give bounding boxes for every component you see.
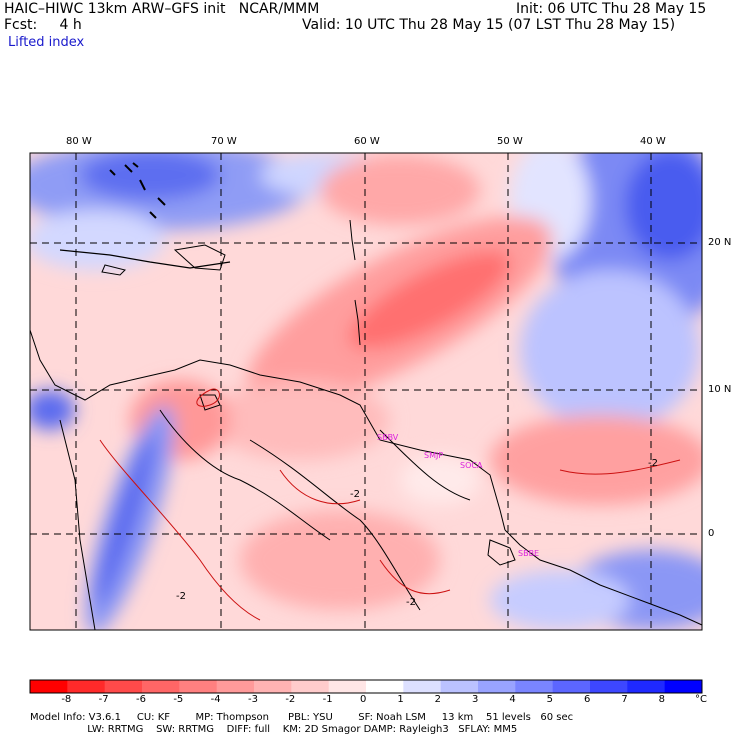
station-label: SMJP [424,451,443,460]
colorbar-swatch [664,680,703,693]
contour-label: -2 [648,458,658,469]
colorbar-tick-label: 3 [472,694,479,705]
colorbar-swatch [67,680,106,693]
colorbar-swatch [291,680,330,693]
init-time: Init: 06 UTC Thu 28 May 15 [516,1,707,17]
colorbar-tick-label: 7 [621,694,628,705]
colorbar-tick-label: 5 [546,694,554,705]
model-title: HAIC–HIWC 13km ARW–GFS init NCAR/MMM [4,1,320,17]
bahamas-islands [109,162,166,219]
colorbar-swatch [515,680,554,693]
contour-lines [99,388,681,621]
colorbar-tick-label: 8 [658,694,666,705]
colorbar-swatch [440,680,479,693]
lon-label: 50 W [497,136,523,147]
contour-label: -2 [406,597,416,608]
lon-label: 40 W [640,136,666,147]
colorbar-tick-label: 1 [397,694,404,705]
lon-label: 60 W [354,136,380,147]
field-name: Lifted index [8,35,85,50]
colorbar-swatch [254,680,292,693]
station-label: SBBE [518,549,539,558]
colorbar-tick-label: -8 [61,694,72,705]
colorbar-swatch [478,680,516,693]
map-frame [29,152,703,631]
colorbar-frame [29,679,703,694]
model-info-line1: Model Info: V3.6.1 CU: KF MP: Thompson P… [30,712,574,723]
colorbar-tick-label: -3 [248,694,258,705]
lifted-index-field [30,153,702,630]
contour-label: -2 [350,489,360,500]
colorbar-swatch [403,680,442,693]
colorbar-swatch [142,680,180,693]
colorbar-swatch [328,680,367,693]
colorbar-tick-label: 0 [360,694,367,705]
colorbar-unit: °C [695,694,707,705]
model-info-line2: LW: RRTMG SW: RRTMG DIFF: full KM: 2D Sm… [30,724,518,735]
lat-lon-grid [30,153,702,630]
colorbar-tick-label: -2 [285,694,296,705]
colorbar-tick-label: -4 [210,694,221,705]
coastlines [29,219,703,631]
colorbar-swatch [590,680,628,693]
station-label: SOCA [460,461,483,470]
lat-label: 10 N [708,384,732,395]
colorbar-tick-label: -7 [98,694,109,705]
station-label: SBBV [377,433,399,442]
colorbar-tick-label: 4 [509,694,516,705]
colorbar-swatch [627,680,666,693]
colorbar-swatch [216,680,255,693]
lat-label: 20 N [708,237,732,248]
valid-time: Valid: 10 UTC Thu 28 May 15 (07 LST Thu … [302,17,676,33]
colorbar-tick-label: 6 [584,694,591,705]
contour-label: -2 [176,591,186,602]
lat-label: 0 [708,528,715,539]
colorbar-tick-label: -5 [173,694,184,705]
colorbar-swatch [104,680,143,693]
forecast-hour: Fcst: 4 h [4,17,82,33]
colorbar-swatch [366,680,404,693]
lon-label: 70 W [211,136,237,147]
colorbar-tick-label: -6 [136,694,146,705]
colorbar-tick-label: -1 [322,694,333,705]
colorbar [29,679,703,694]
colorbar-swatch [30,680,68,693]
colorbar-tick-label: 2 [434,694,442,705]
colorbar-swatch [552,680,591,693]
lon-label: 80 W [66,136,92,147]
colorbar-swatch [179,680,218,693]
